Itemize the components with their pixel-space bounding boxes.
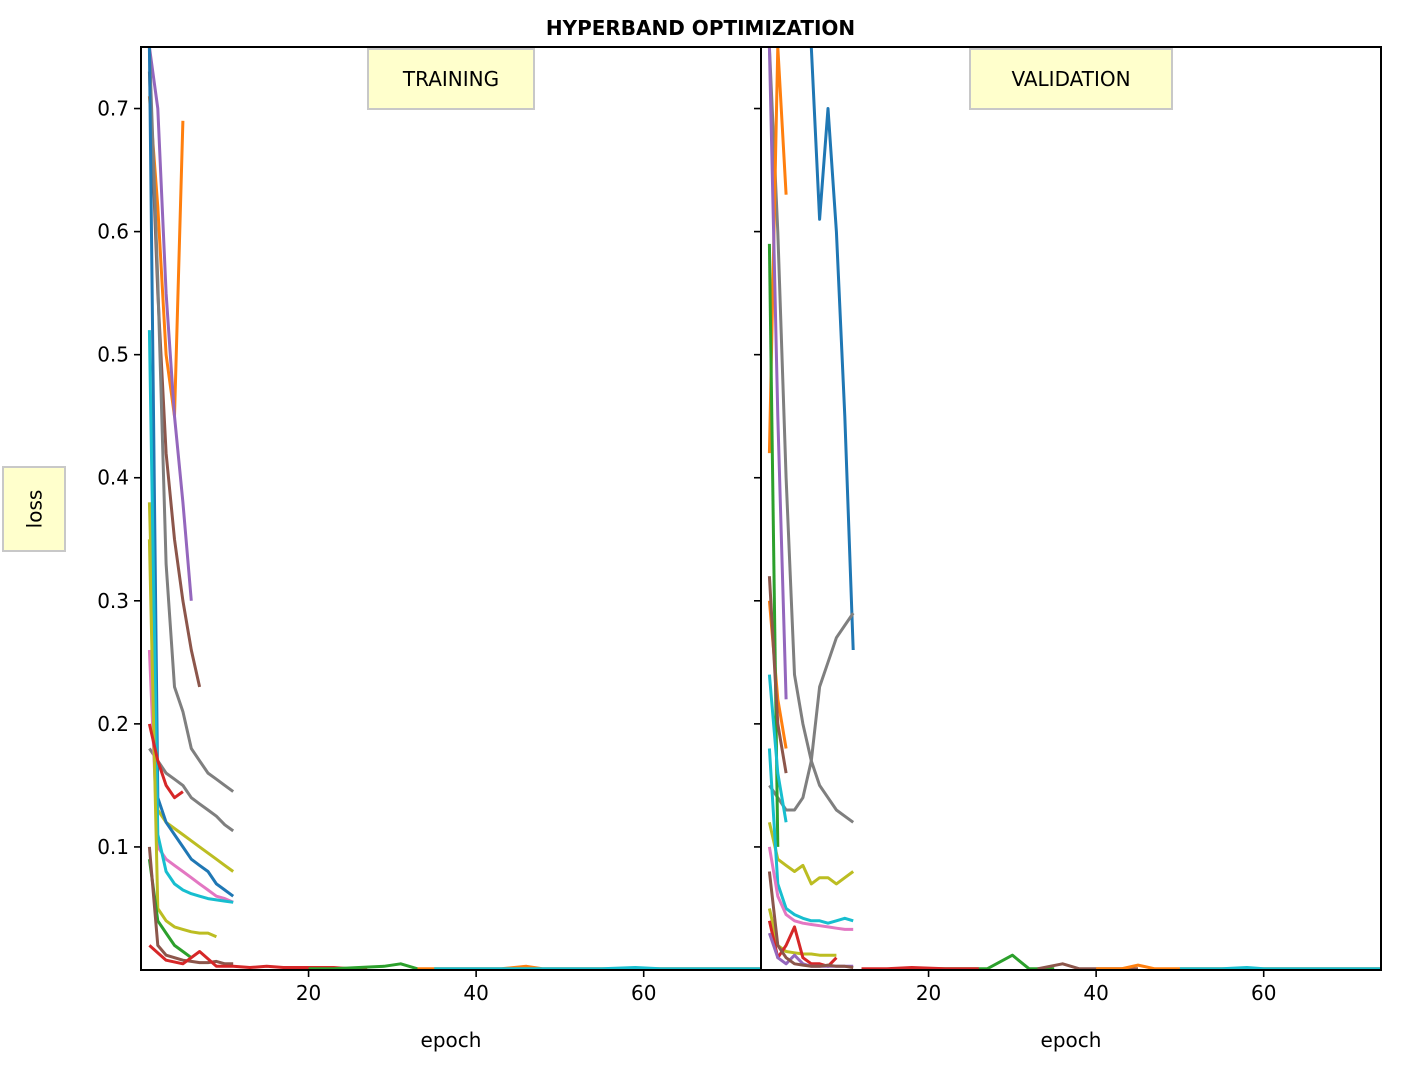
training-series-line-12 — [147, 858, 193, 959]
training-series-line-9 — [147, 330, 234, 904]
validation-title: VALIDATION — [1011, 67, 1131, 91]
training-series-line-13 — [147, 846, 234, 966]
validation-series-line-20 — [1179, 966, 1381, 970]
training-series-line-15 — [308, 962, 418, 970]
training-title: TRAINING — [402, 67, 500, 91]
training-x-axis-label: epoch — [420, 1028, 482, 1052]
validation-series-line-2 — [767, 47, 855, 824]
validation-series-line-9 — [767, 674, 788, 823]
training-title-box: TRAINING — [367, 48, 535, 110]
training-series-line-7 — [147, 47, 235, 898]
validation-series-line-4 — [767, 47, 788, 454]
validation-series-line-10 — [767, 821, 855, 886]
training-y-tick-label: 0.5 — [97, 343, 129, 367]
training-series-line-17 — [434, 966, 761, 970]
validation-x-tick-label: 20 — [916, 981, 941, 1005]
validation-series-line-17 — [928, 953, 1055, 970]
training-series-line-5 — [148, 747, 235, 833]
validation-series-group — [767, 47, 1381, 970]
validation-series-line-8 — [767, 576, 788, 774]
validation-series-line-11 — [767, 748, 854, 925]
validation-series-line-3 — [768, 612, 855, 812]
training-series-line-10 — [147, 539, 218, 939]
training-y-tick-label: 0.2 — [97, 712, 129, 736]
training-y-tick-label: 0.4 — [97, 466, 129, 490]
figure-title: HYPERBAND OPTIMIZATION — [545, 16, 856, 40]
validation-panel: 20 40 60 — [754, 46, 1382, 1005]
training-series-group — [147, 47, 761, 970]
training-series-line-11 — [147, 723, 184, 800]
training-series-line-6 — [147, 502, 235, 873]
training-x-tick-label: 60 — [631, 981, 656, 1005]
validation-x-tick-label: 40 — [1083, 981, 1108, 1005]
validation-series-line-16 — [767, 871, 854, 969]
y-axis-label-box: loss — [2, 466, 66, 552]
training-y-tick-label: 0.6 — [97, 220, 129, 244]
validation-series-line-12 — [767, 846, 854, 931]
training-y-tick-label: 0.3 — [97, 589, 129, 613]
training-panel: 0.1 0.2 0.3 0.4 0.5 0.6 0.7 20 40 60 — [97, 46, 762, 1005]
validation-series-line-1 — [809, 47, 855, 651]
training-y-tick-label: 0.7 — [97, 97, 129, 121]
training-x-tick-label: 40 — [463, 981, 488, 1005]
validation-x-tick-label: 60 — [1251, 981, 1276, 1005]
training-series-line-4 — [147, 47, 235, 793]
validation-title-box: VALIDATION — [969, 48, 1173, 110]
training-axes-frame — [140, 46, 762, 971]
training-series-line-14 — [148, 944, 368, 970]
training-series-line-2 — [147, 47, 193, 601]
y-axis-label: loss — [21, 489, 46, 529]
validation-series-line-6 — [767, 47, 788, 700]
validation-x-axis-label: epoch — [1040, 1028, 1102, 1052]
validation-axes-frame — [760, 46, 1382, 971]
training-x-tick-label: 20 — [296, 981, 321, 1005]
training-y-tick-label: 0.1 — [97, 835, 129, 859]
validation-series-line-21 — [861, 966, 979, 970]
